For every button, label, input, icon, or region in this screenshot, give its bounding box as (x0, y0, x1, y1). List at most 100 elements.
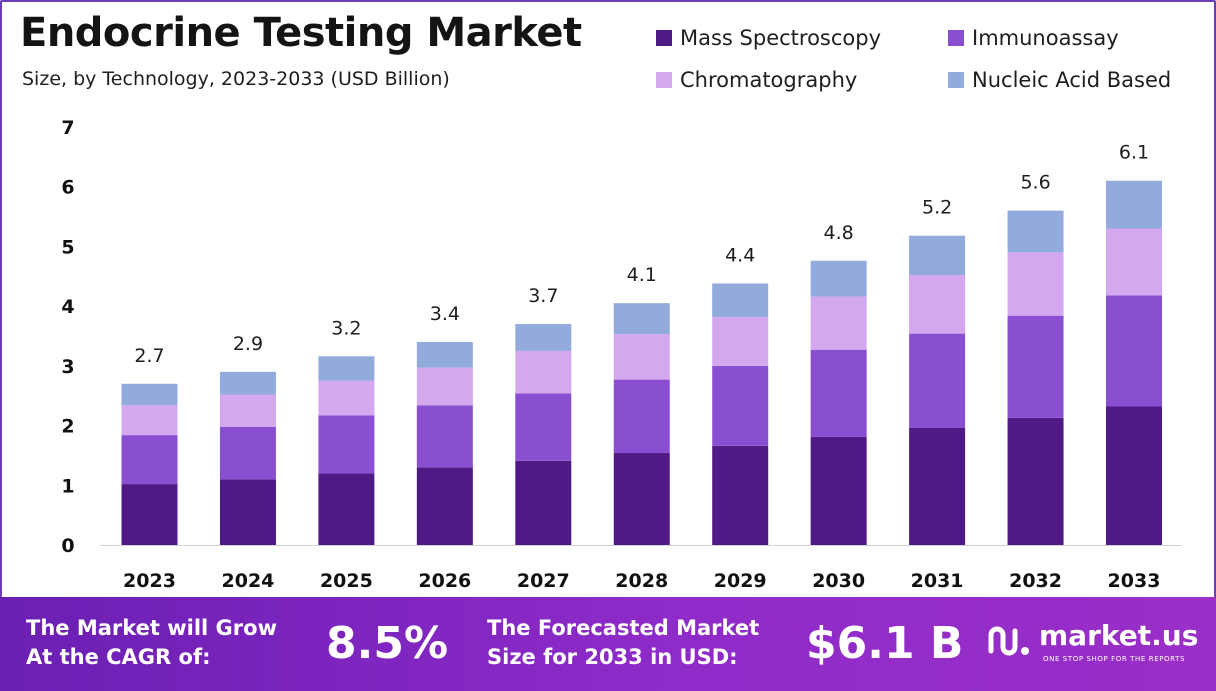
bar-segment-immunoassay (416, 405, 473, 468)
bar-segment-nucleic-acid-based (121, 383, 178, 406)
forecast-label-line-1: The Forecasted Market (487, 616, 760, 640)
bar-segment-chromatography (416, 367, 473, 406)
bar-segment-immunoassay (318, 415, 375, 474)
total-data-label: 4.8 (824, 222, 854, 244)
market-us-logo-icon (988, 626, 1029, 656)
legend-swatch-immunoassay (948, 30, 964, 46)
x-tick-label: 2031 (911, 570, 964, 592)
bar-segment-nucleic-acid-based (416, 341, 473, 368)
bar-segment-immunoassay (1106, 295, 1162, 407)
total-data-label: 2.9 (233, 333, 263, 355)
bar-segment-chromatography (712, 316, 769, 366)
bar-segment-chromatography (515, 350, 572, 394)
x-tick-label: 2028 (615, 570, 668, 592)
logo-wordmark: market.us (1039, 619, 1199, 652)
bar-segment-immunoassay (515, 393, 572, 461)
cagr-value: 8.5% (326, 618, 449, 669)
forecast-value: $6.1 B (806, 618, 964, 669)
bar-segment-nucleic-acid-based (909, 235, 966, 276)
bar-segment-chromatography (1106, 228, 1162, 296)
market-us-logo: market.us ONE STOP SHOP FOR THE REPORTS (985, 613, 1210, 675)
bar-segment-chromatography (810, 296, 867, 350)
bar-segment-chromatography (1007, 252, 1064, 316)
bar-segment-mass-spectroscopy (613, 453, 670, 545)
chart-title: Endocrine Testing Market (20, 10, 582, 56)
bar-chart: 0 1 2 3 4 5 6 7 2.7 2023 2.9 2024 3.2 2025 3.4 2026 3.7 2… (61, 117, 1182, 592)
y-tick-label: 2 (61, 416, 74, 438)
y-tick-label: 6 (61, 177, 74, 199)
bar-segment-mass-spectroscopy (121, 484, 178, 545)
bar-segment-immunoassay (909, 333, 966, 428)
y-tick-label: 0 (61, 535, 74, 557)
bar-segment-mass-spectroscopy (219, 479, 276, 545)
legend-swatch-chromatography (656, 72, 672, 88)
x-tick-label: 2033 (1108, 570, 1161, 592)
cagr-label-line-1: The Market will Grow (26, 616, 277, 640)
total-data-label: 5.6 (1020, 172, 1050, 194)
bar-segment-nucleic-acid-based (1007, 210, 1064, 253)
bar-segment-mass-spectroscopy (712, 445, 769, 545)
bar-segment-nucleic-acid-based (1106, 180, 1162, 229)
legend-swatch-nucleic-acid-based (948, 72, 964, 88)
bar-segment-immunoassay (712, 365, 769, 446)
bar-segment-nucleic-acid-based (810, 260, 867, 297)
bar-segment-immunoassay (810, 349, 867, 437)
bar-segment-mass-spectroscopy (909, 427, 966, 545)
legend-label: Mass Spectroscopy (680, 26, 882, 50)
bar-segment-mass-spectroscopy (416, 467, 473, 545)
y-tick-label: 5 (61, 236, 74, 258)
x-tick-label: 2030 (812, 570, 865, 592)
legend-item-mass-spectroscopy: Mass Spectroscopy (656, 26, 881, 50)
y-tick-label: 1 (61, 475, 74, 497)
y-tick-label: 7 (61, 117, 74, 139)
bar-segment-nucleic-acid-based (515, 324, 572, 351)
bar-segment-chromatography (121, 405, 178, 436)
x-tick-label: 2023 (123, 570, 176, 592)
forecast-label-line-2: Size for 2033 in USD: (487, 645, 738, 669)
total-data-label: 2.7 (134, 345, 164, 367)
legend: Mass Spectroscopy Immunoassay Chromatogr… (656, 26, 1206, 106)
bar-segment-chromatography (613, 334, 670, 380)
bar-segment-immunoassay (613, 379, 670, 454)
x-tick-label: 2024 (222, 570, 275, 592)
total-data-label: 4.1 (627, 264, 657, 286)
legend-item-chromatography: Chromatography (656, 68, 857, 92)
bar-segment-mass-spectroscopy (515, 460, 572, 545)
x-tick-label: 2027 (517, 570, 570, 592)
x-tick-label: 2025 (320, 570, 373, 592)
total-data-label: 3.2 (331, 317, 361, 339)
y-tick-label: 4 (61, 296, 74, 318)
legend-swatch-mass-spectroscopy (656, 30, 672, 46)
bar-segment-nucleic-acid-based (318, 356, 375, 381)
bar-segment-nucleic-acid-based (219, 371, 276, 395)
total-data-label: 3.7 (528, 285, 558, 307)
bar-segment-nucleic-acid-based (712, 283, 769, 317)
bar-segment-nucleic-acid-based (613, 303, 670, 335)
legend-label: Nucleic Acid Based (972, 68, 1172, 92)
bar-segment-chromatography (219, 394, 276, 427)
bar-segment-chromatography (909, 275, 966, 334)
legend-item-nucleic-acid-based: Nucleic Acid Based (948, 68, 1171, 92)
bar-segment-mass-spectroscopy (1106, 406, 1162, 545)
logo-tagline: ONE STOP SHOP FOR THE REPORTS (1043, 655, 1186, 663)
chart-subtitle: Size, by Technology, 2023-2033 (USD Bill… (22, 68, 450, 90)
bar-segment-chromatography (318, 380, 375, 416)
bar-segment-immunoassay (1007, 315, 1064, 418)
x-tick-label: 2029 (714, 570, 767, 592)
x-tick-label: 2026 (418, 570, 471, 592)
bar-segment-mass-spectroscopy (318, 473, 375, 545)
bar-segment-immunoassay (219, 426, 276, 480)
footer-banner: The Market will Grow At the CAGR of: 8.5… (0, 597, 1216, 691)
x-tick-label: 2032 (1009, 570, 1062, 592)
bar-segment-mass-spectroscopy (1007, 417, 1064, 545)
total-data-label: 4.4 (725, 244, 755, 266)
legend-label: Immunoassay (972, 26, 1119, 50)
bar-segment-immunoassay (121, 435, 178, 485)
legend-label: Chromatography (680, 68, 858, 92)
total-data-label: 5.2 (922, 197, 952, 219)
total-data-label: 3.4 (430, 303, 460, 325)
cagr-label-line-2: At the CAGR of: (26, 645, 211, 669)
bar-segment-mass-spectroscopy (810, 436, 867, 545)
y-tick-label: 3 (61, 356, 74, 378)
legend-item-immunoassay: Immunoassay (948, 26, 1119, 50)
